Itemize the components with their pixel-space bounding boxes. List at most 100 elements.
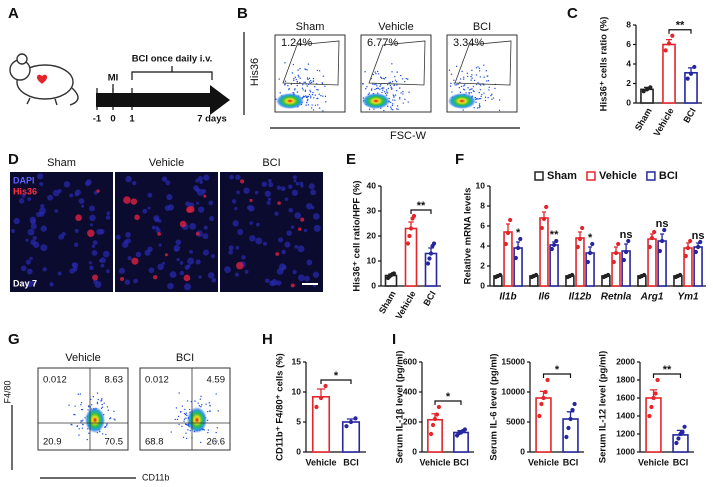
- event-dot: [391, 87, 393, 89]
- data-point: [432, 416, 438, 422]
- his36-cell: [277, 201, 281, 205]
- panel-label: D: [8, 151, 19, 168]
- nucleus: [236, 190, 240, 195]
- event-dot: [392, 103, 394, 105]
- event-dot: [317, 104, 319, 106]
- data-point: [623, 249, 629, 255]
- nucleus: [148, 267, 155, 274]
- event-dot: [181, 405, 184, 407]
- event-dot: [395, 89, 398, 92]
- data-point: [513, 255, 519, 261]
- event-dot: [408, 91, 410, 93]
- data-point: [541, 395, 546, 401]
- event-dot: [306, 77, 309, 79]
- nucleus: [106, 211, 111, 216]
- nucleus: [30, 218, 37, 225]
- event-dot: [459, 81, 461, 84]
- y-tick-label: 200: [403, 416, 417, 426]
- bar: [611, 252, 621, 287]
- nucleus: [54, 209, 59, 213]
- data-point: [430, 422, 436, 428]
- data-point: [569, 272, 575, 278]
- nucleus: [35, 211, 42, 218]
- data-point: [647, 244, 652, 250]
- event-dot: [313, 97, 315, 99]
- event-dot: [174, 418, 176, 421]
- event-dot: [292, 92, 295, 94]
- timepoint-label: Day 7: [13, 278, 37, 288]
- nucleus: [154, 217, 160, 223]
- nucleus: [99, 228, 105, 235]
- event-dot: [467, 87, 469, 89]
- nucleus: [26, 280, 33, 288]
- nucleus: [306, 202, 313, 210]
- event-dot: [316, 69, 319, 72]
- event-dot: [483, 76, 485, 78]
- gate: [282, 40, 340, 86]
- his36-cell: [179, 220, 187, 228]
- nucleus: [89, 214, 96, 222]
- event-dot: [366, 86, 368, 88]
- panel-label: G: [8, 331, 20, 348]
- significance-label: *: [446, 391, 451, 403]
- event-dot: [296, 84, 298, 87]
- nucleus: [179, 261, 184, 265]
- x-tick-label: Il12b: [569, 292, 592, 303]
- timeline-arrow: [96, 66, 230, 115]
- nucleus: [269, 280, 276, 287]
- event-dot: [304, 95, 307, 97]
- event-dot: [307, 78, 309, 81]
- event-dot: [82, 419, 84, 421]
- quadrant-value: 26.6: [207, 437, 226, 448]
- data-point: [554, 238, 559, 244]
- significance-bracket: [410, 209, 432, 214]
- nucleus: [246, 205, 252, 210]
- y-tick-label: 6: [480, 220, 485, 230]
- nucleus: [297, 245, 305, 253]
- nucleus: [167, 204, 175, 211]
- event-dot: [375, 72, 377, 75]
- nucleus: [25, 259, 31, 265]
- data-point: [543, 389, 548, 395]
- his36-cell: [203, 194, 207, 198]
- event-dot: [468, 91, 470, 94]
- data-point: [683, 253, 688, 259]
- event-dot: [109, 418, 111, 420]
- event-dot: [288, 88, 290, 91]
- nucleus: [284, 241, 291, 248]
- y-tick-label: 20: [367, 230, 377, 240]
- error-bar: [506, 223, 510, 232]
- panel-label: H: [262, 331, 273, 348]
- flow-plot-title: Vehicle: [378, 21, 413, 33]
- nucleus: [31, 280, 37, 285]
- event-dot: [304, 68, 306, 70]
- nucleus: [284, 197, 289, 201]
- nucleus: [231, 199, 237, 204]
- event-dot: [208, 410, 211, 412]
- event-dot: [324, 95, 327, 98]
- event-dot: [312, 77, 315, 80]
- event-dot: [400, 92, 402, 94]
- event-dot: [113, 418, 115, 420]
- y-tick-label: 15000: [501, 356, 525, 366]
- nucleus: [199, 180, 203, 184]
- nucleus: [32, 235, 37, 241]
- data-point: [503, 241, 508, 247]
- event-dot: [402, 102, 404, 104]
- nucleus: [98, 259, 103, 263]
- y-tick-label: 10000: [501, 386, 525, 396]
- event-dot: [386, 92, 389, 94]
- y-tick-label: 40: [367, 180, 377, 190]
- data-point: [644, 87, 650, 92]
- event-dot: [312, 109, 315, 111]
- event-dot: [386, 91, 388, 93]
- panel-label: F: [455, 151, 464, 168]
- nucleus: [207, 272, 215, 279]
- nucleus: [115, 234, 121, 240]
- his36-cell: [186, 206, 193, 213]
- event-dot: [391, 80, 394, 83]
- event-dot: [390, 108, 393, 110]
- x-tick-label: Sham: [633, 106, 654, 132]
- event-dot: [105, 433, 107, 436]
- nucleus: [127, 255, 132, 261]
